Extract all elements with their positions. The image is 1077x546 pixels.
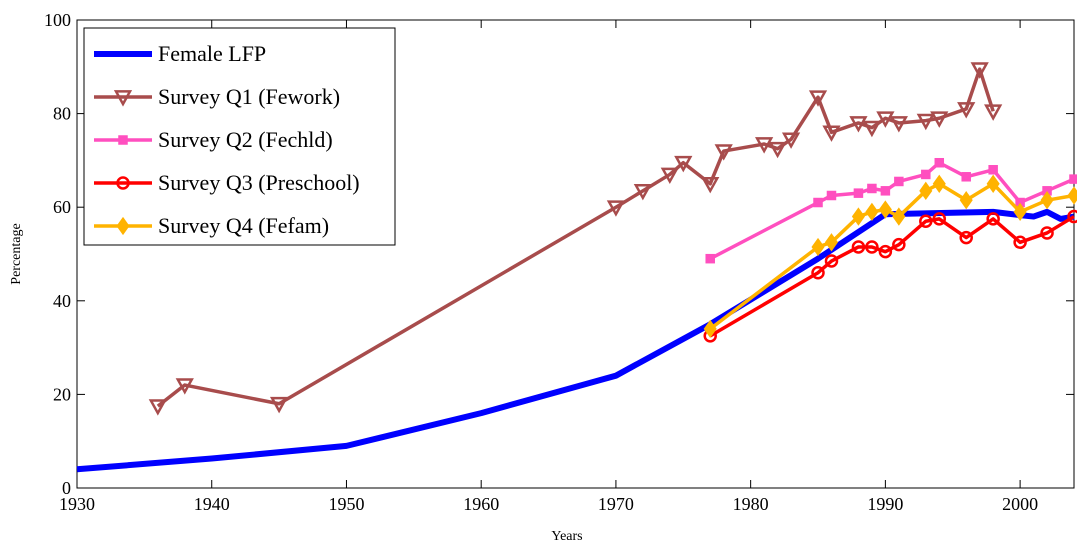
marker [768,141,787,159]
marker [269,396,289,414]
y-tick-label: 80 [53,104,71,124]
marker [919,214,933,228]
marker [878,200,892,219]
y-tick-label: 0 [62,478,71,498]
y-axis-label: Percentage [9,223,24,284]
x-tick-label: 1970 [598,494,634,514]
marker [808,90,828,107]
marker [714,144,733,161]
plot-frame [76,19,1075,489]
marker [919,181,933,200]
marker [175,378,194,395]
legend-marker [116,216,130,236]
marker [932,212,947,226]
marker [892,207,906,226]
marker [674,155,693,173]
marker [970,62,989,79]
marker [984,104,1003,121]
marker [851,240,866,254]
y-tick-label: 100 [44,10,71,30]
marker [988,165,998,175]
marker [705,253,715,264]
marker [916,113,935,131]
marker [148,399,167,416]
marker [849,116,868,133]
marker [824,233,839,252]
legend-marker [113,90,133,107]
marker [1069,174,1077,184]
marker [822,125,841,142]
x-tick-label: 2000 [1002,494,1038,514]
marker [703,319,717,339]
marker [606,200,626,217]
x-tick-label: 1930 [59,494,95,514]
marker [754,137,774,154]
marker [1067,209,1077,224]
x-axis-label: Years [551,529,582,544]
marker [1040,226,1054,240]
marker [851,207,865,226]
marker [932,174,946,193]
marker [876,111,895,128]
x-tick-label: 1940 [194,494,230,514]
marker [811,237,825,257]
x-tick-label: 1980 [733,494,769,514]
marker [961,172,971,182]
marker [781,132,801,149]
y-tick-label: 40 [53,291,71,311]
marker [959,191,973,210]
marker [889,116,908,133]
marker [878,244,893,259]
x-tick-label: 1990 [867,494,903,514]
marker [701,176,720,194]
marker [1013,235,1027,250]
marker [986,174,1000,193]
marker [865,240,879,254]
marker [811,265,825,280]
y-tick-label: 20 [53,384,71,404]
marker [892,237,906,252]
marker [865,202,879,222]
x-tick-label: 1950 [328,494,364,514]
marker [660,167,679,185]
legend-label: Survey Q1 (Fework) [158,84,340,109]
marker [930,111,949,128]
marker [880,186,891,196]
marker [921,169,931,180]
legend-label: Survey Q2 (Fechld) [158,127,333,152]
legend-marker [118,135,128,145]
series-line [709,215,1075,338]
legend-box [83,27,396,246]
series-line [709,182,1075,331]
marker [894,176,904,187]
marker [867,183,877,194]
legend-label: Survey Q3 (Preschool) [158,170,360,195]
marker [862,120,882,138]
marker [633,183,652,201]
marker [813,197,823,208]
marker [1013,202,1027,222]
marker [957,102,976,119]
marker [1067,186,1077,205]
legend-label: Survey Q4 (Fefam) [158,213,329,238]
marker [853,188,864,198]
marker [934,157,945,168]
marker [959,230,973,245]
marker [1040,191,1054,210]
series-line [76,208,1075,473]
marker [986,212,1000,226]
marker [826,190,837,201]
x-tick-label: 1960 [463,494,499,514]
legend-label: Female LFP [158,41,266,66]
marker [824,254,839,268]
legend-marker [116,176,130,190]
y-tick-label: 60 [53,197,71,217]
